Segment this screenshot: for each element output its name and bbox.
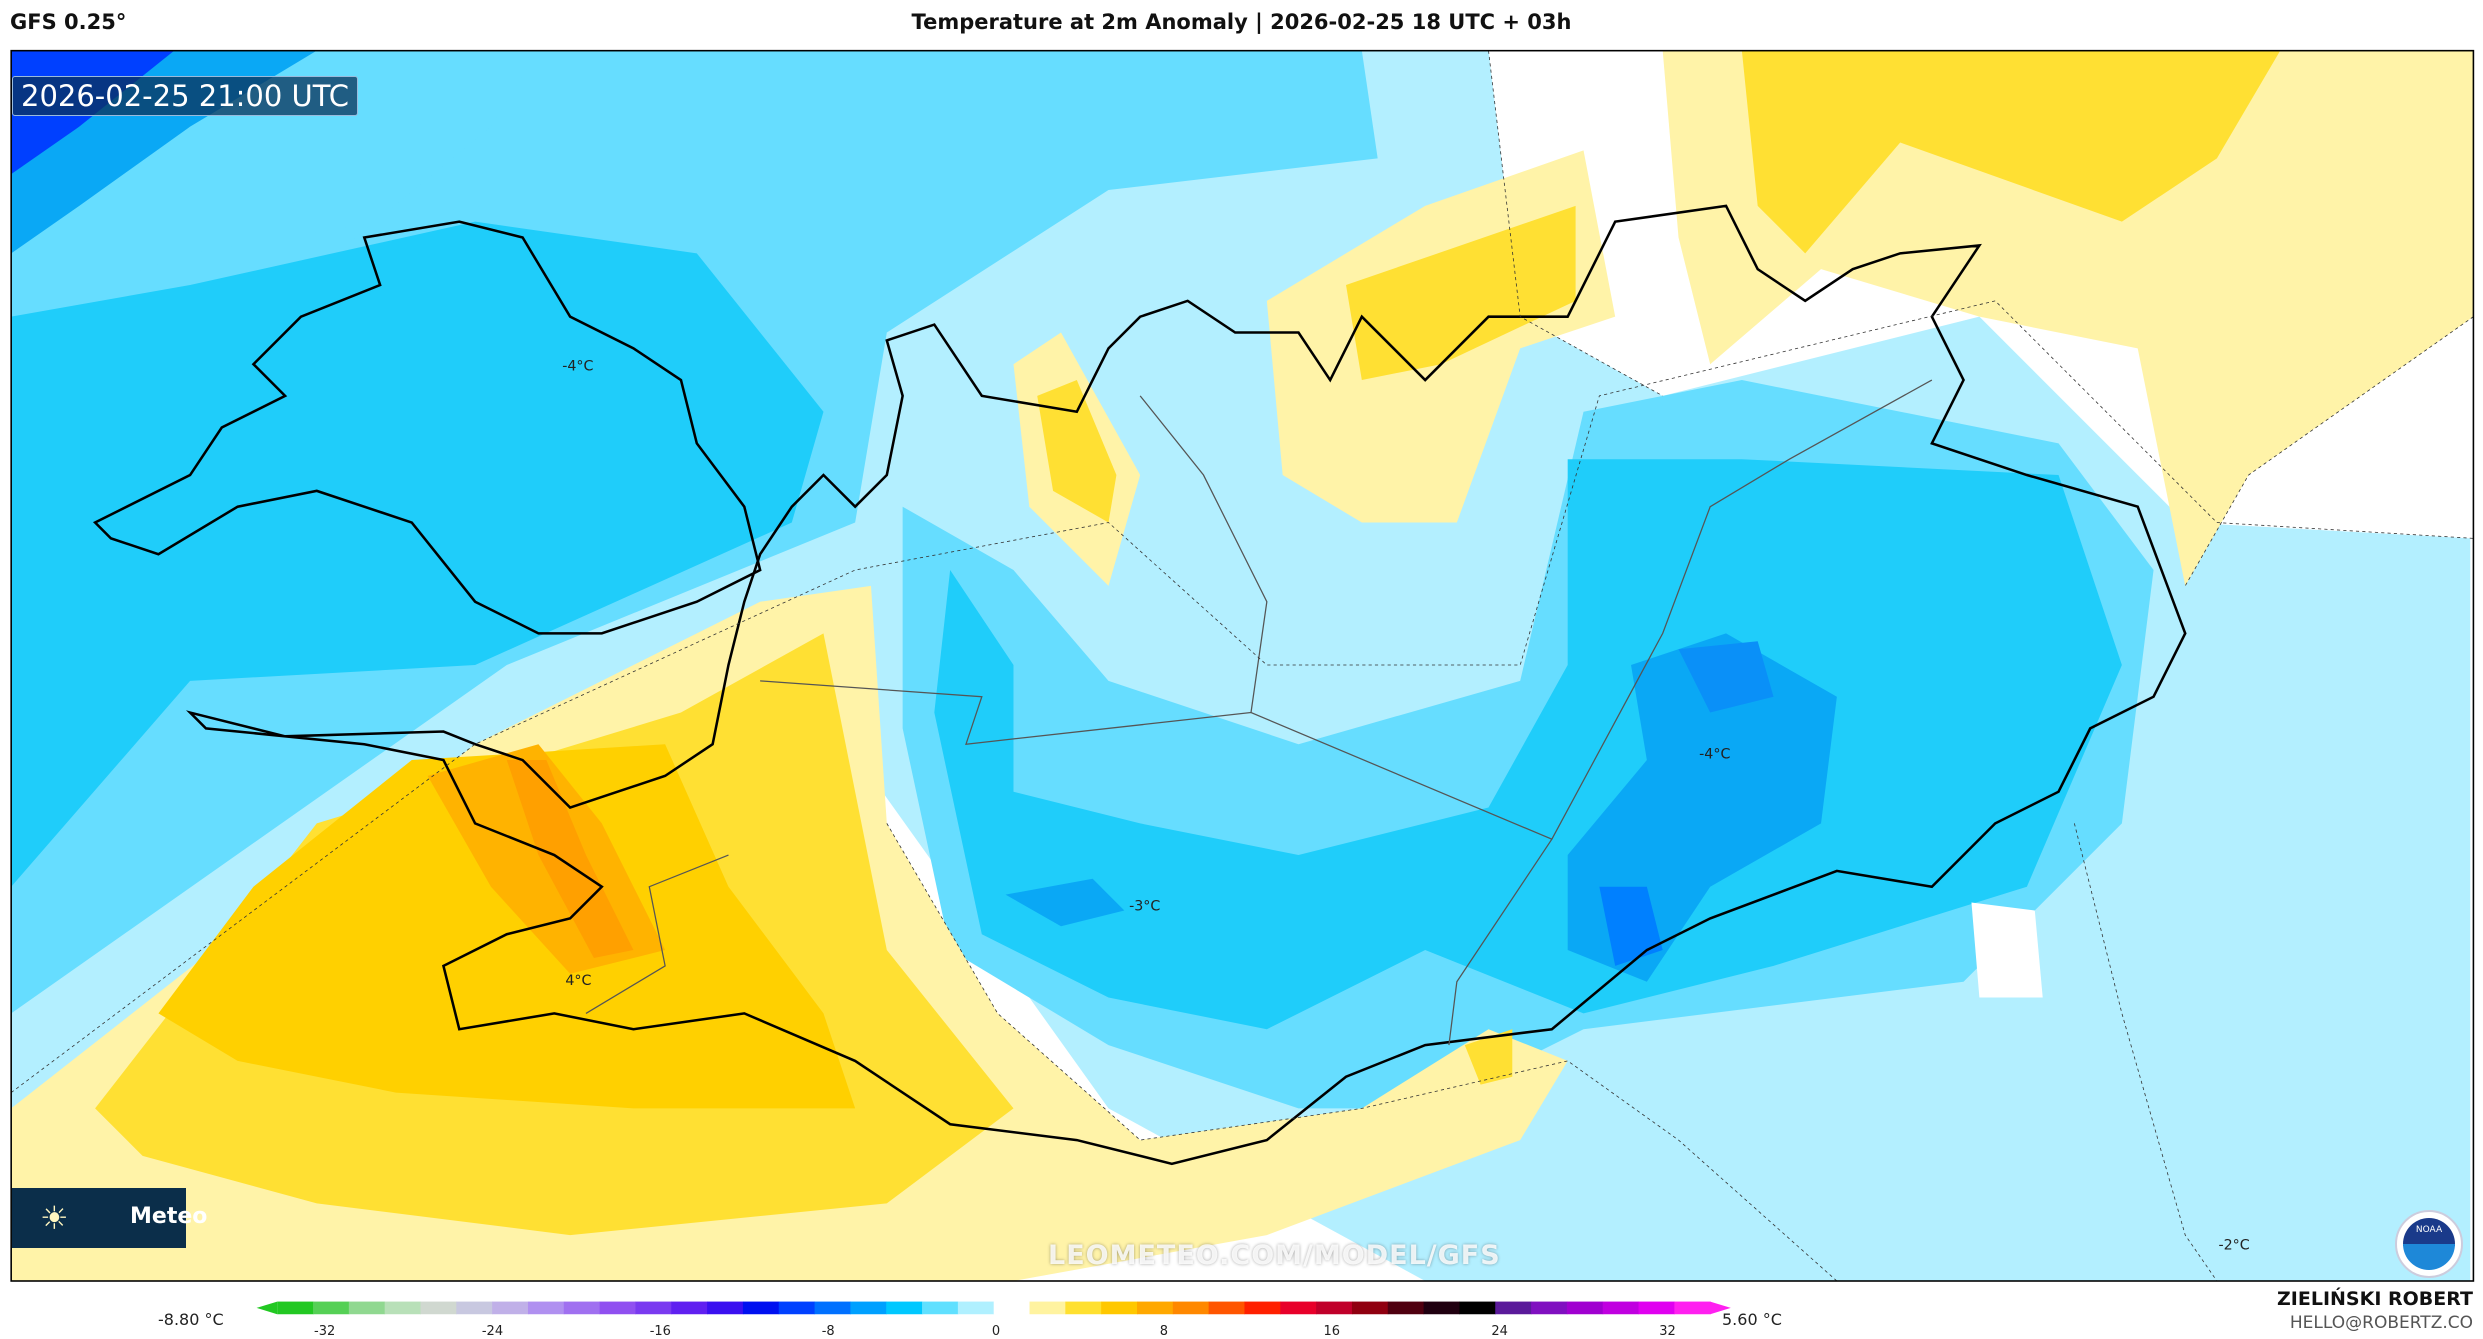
contour-blue-ne (1678, 641, 1774, 713)
colorbar-segment (1423, 1301, 1460, 1315)
region-border-2 (1139, 395, 1268, 713)
contour-label: -4°C (1699, 746, 1730, 762)
contour-yellow-nw (1037, 380, 1117, 523)
colorbar-segment (1351, 1301, 1389, 1315)
colorbar-tick-label: 16 (1323, 1324, 1341, 1339)
colorbar-segment (1208, 1301, 1245, 1315)
colorbar-segment (707, 1301, 744, 1315)
contour-label: 4°C (565, 973, 591, 989)
coastline-westfjords (92, 220, 762, 635)
colorbar-tick-label: 24 (1491, 1324, 1508, 1339)
contour-line (886, 823, 1838, 1281)
colorbar-tick-label: -32 (314, 1324, 336, 1339)
contour-gold-sw (158, 744, 856, 1109)
author-name: ZIELIŃSKI ROBERT (2277, 1288, 2473, 1310)
contour-deep-cyan-center (934, 459, 2122, 1030)
coastline-west (185, 204, 2187, 1166)
brand-logo[interactable]: ☀ Meteo (12, 1188, 207, 1248)
colorbar-segment (1280, 1301, 1317, 1315)
watermark: LEOMETEO.COM/MODEL/GFS (1048, 1240, 1501, 1271)
region-border-4 (585, 854, 729, 1014)
sun-icon: ☀ (40, 1199, 69, 1237)
model-label: GFS 0.25° (10, 10, 127, 34)
colorbar-segment (993, 1301, 1030, 1315)
noaa-logo-wave (2403, 1244, 2455, 1270)
colorbar-segment (1495, 1301, 1532, 1315)
colorbar-arrow-high (1710, 1301, 1731, 1315)
colorbar-segment (778, 1301, 816, 1315)
contour-label: -2°C (2218, 1237, 2249, 1253)
contour-line (1488, 50, 1663, 397)
colorbar-segment (886, 1301, 923, 1315)
contour-line (11, 300, 2474, 1093)
valid-time-stamp: 2026-02-25 21:00 UTC (12, 76, 359, 116)
colorbar-segment (456, 1301, 493, 1315)
noaa-logo-text: NOAA (2403, 1218, 2455, 1246)
colorbar-segment (492, 1301, 529, 1315)
colorbar-segment (922, 1301, 959, 1315)
colorbar-segment (1172, 1301, 1210, 1315)
colorbar-segment (1244, 1301, 1281, 1315)
colorbar-segment (384, 1301, 421, 1315)
logo-text: Meteo (130, 1204, 208, 1229)
colorbar-segment (1065, 1301, 1102, 1315)
colorbar-segment (420, 1301, 457, 1315)
contour-pale-yellow-ne (1662, 50, 2474, 586)
colorbar-segment (1316, 1301, 1353, 1315)
colorbar-segment (313, 1301, 350, 1315)
colorbar-tick-label: -24 (481, 1324, 504, 1339)
colorbar-segment (1674, 1301, 1711, 1315)
colorbar-segment (957, 1301, 995, 1315)
colorbar-segment (1459, 1301, 1496, 1315)
noaa-logo: NOAA (2395, 1210, 2463, 1278)
colorbar-max-label: 5.60 °C (1722, 1310, 1782, 1329)
colorbar-tick-label: 8 (1159, 1324, 1169, 1339)
colorbar-segment (1136, 1301, 1174, 1315)
colorbar-segment (814, 1301, 851, 1315)
colorbar (256, 1301, 1731, 1315)
contour-line (2184, 316, 2474, 587)
contour-line (2074, 823, 2218, 1281)
map-title: Temperature at 2m Anomaly | 2026-02-25 1… (911, 10, 1572, 34)
colorbar-segment (527, 1301, 565, 1315)
colorbar-segment (1101, 1301, 1138, 1315)
contour-blue-center-core (1005, 878, 1125, 927)
region-border-3 (1551, 379, 1933, 840)
colorbar-segment (850, 1301, 887, 1315)
contour-dark-orange-sw (506, 760, 634, 958)
colorbar-segment (1531, 1301, 1568, 1315)
colorbar-segment (599, 1301, 636, 1315)
colorbar-segment (348, 1301, 386, 1315)
colorbar-segment (563, 1301, 601, 1315)
colorbar-segment (1566, 1301, 1604, 1315)
colorbar-segment (1602, 1301, 1640, 1315)
colorbar-tick-label: 32 (1659, 1324, 1676, 1339)
author-email: HELLO@ROBERTZ.CO (2289, 1313, 2473, 1333)
colorbar-tick-label: -16 (649, 1324, 671, 1339)
colorbar-segment (1029, 1301, 1066, 1315)
contour-white-se (1971, 902, 2043, 998)
colorbar-arrow-low (256, 1301, 278, 1315)
colorbar-segment (277, 1301, 314, 1315)
contour-cyan-mid (11, 221, 824, 887)
contour-label: -4°C (562, 359, 593, 375)
colorbar-tick-label: 0 (991, 1324, 1001, 1339)
contour-yellow-n (1346, 205, 1576, 381)
contour-yellow-ne (1741, 50, 2281, 254)
colorbar-segment (671, 1301, 708, 1315)
contour-label: -3°C (1129, 898, 1160, 914)
colorbar-segment (1638, 1301, 1675, 1315)
colorbar-segment (635, 1301, 672, 1315)
contour-yellow-se (1464, 1029, 1513, 1085)
colorbar-segment (742, 1301, 780, 1315)
colorbar-min-label: -8.80 °C (158, 1310, 224, 1329)
colorbar-segment (1387, 1301, 1425, 1315)
colorbar-tick-label: -8 (821, 1324, 835, 1339)
contour-blue-east-core (1599, 886, 1663, 966)
